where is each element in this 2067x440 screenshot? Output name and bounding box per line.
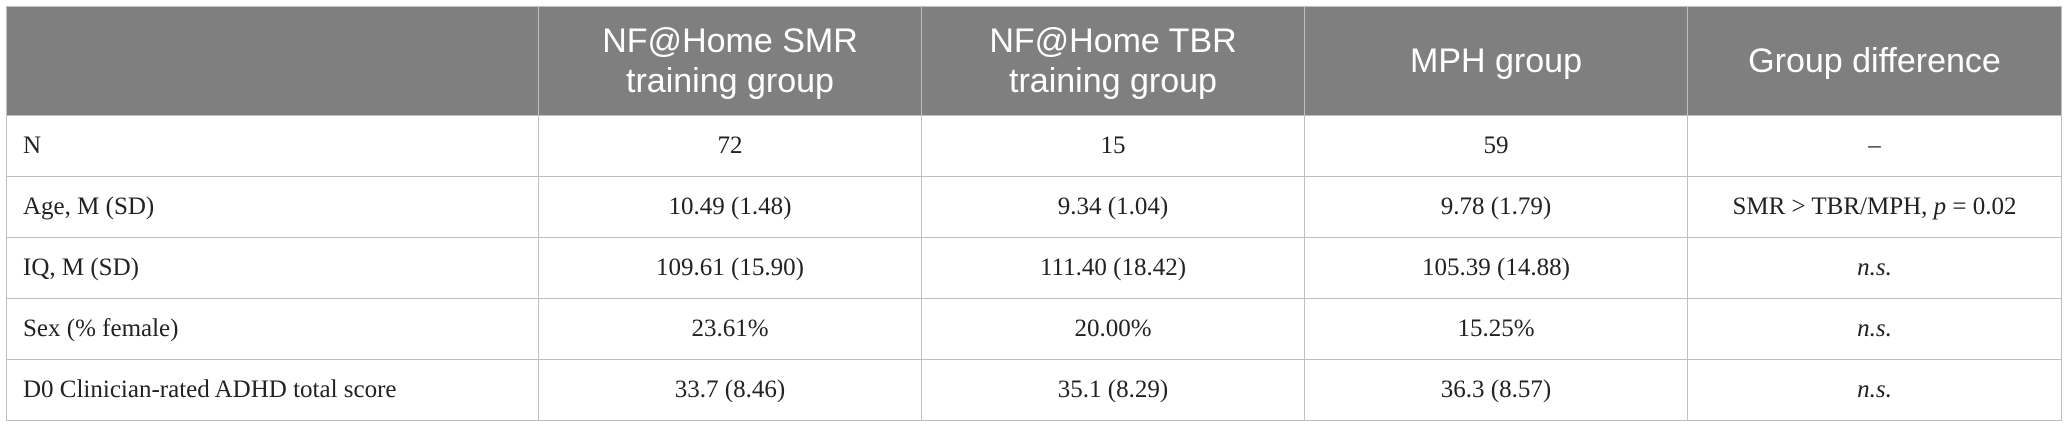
cell-mph: 9.78 (1.79)	[1304, 176, 1688, 238]
table-row: D0 Clinician-rated ADHD total score 33.7…	[6, 359, 2062, 421]
table-row: N 72 15 59 –	[6, 115, 2062, 177]
cell-smr: 33.7 (8.46)	[538, 359, 922, 421]
diff-prefix: SMR > TBR/MPH,	[1732, 193, 1934, 220]
table-row: IQ, M (SD) 109.61 (15.90) 111.40 (18.42)…	[6, 237, 2062, 299]
header-cell-label	[6, 6, 539, 116]
cell-mph: 59	[1304, 115, 1688, 177]
p-symbol: p	[1933, 193, 1947, 220]
header-cell-mph-group: MPH group	[1304, 6, 1688, 116]
cell-group-difference: n.s.	[1687, 298, 2062, 360]
cell-group-difference: n.s.	[1687, 359, 2062, 421]
cell-mph: 36.3 (8.57)	[1304, 359, 1688, 421]
cell-tbr: 111.40 (18.42)	[921, 237, 1305, 299]
row-label: Age, M (SD)	[6, 176, 539, 238]
cell-group-difference: n.s.	[1687, 237, 2062, 299]
header-cell-smr-group: NF@Home SMR training group	[538, 6, 922, 116]
cell-smr: 23.61%	[538, 298, 922, 360]
cell-mph: 15.25%	[1304, 298, 1688, 360]
header-row: NF@Home SMR training group NF@Home TBR t…	[6, 6, 2062, 116]
row-label: D0 Clinician-rated ADHD total score	[6, 359, 539, 421]
table-body: N 72 15 59 – Age, M (SD) 10.49 (1.48) 9.…	[6, 115, 2062, 421]
cell-tbr: 15	[921, 115, 1305, 177]
diff-suffix: = 0.02	[1946, 193, 2017, 220]
cell-tbr: 9.34 (1.04)	[921, 176, 1305, 238]
cell-group-difference: SMR > TBR/MPH, p = 0.02	[1687, 176, 2062, 238]
data-table: NF@Home SMR training group NF@Home TBR t…	[6, 6, 2062, 421]
row-label: N	[6, 115, 539, 177]
table-row: Age, M (SD) 10.49 (1.48) 9.34 (1.04) 9.7…	[6, 176, 2062, 238]
table-header: NF@Home SMR training group NF@Home TBR t…	[6, 6, 2062, 116]
cell-group-difference: –	[1687, 115, 2062, 177]
cell-tbr: 35.1 (8.29)	[921, 359, 1305, 421]
table-row: Sex (% female) 23.61% 20.00% 15.25% n.s.	[6, 298, 2062, 360]
cell-smr: 109.61 (15.90)	[538, 237, 922, 299]
header-cell-tbr-group: NF@Home TBR training group	[921, 6, 1305, 116]
row-label: IQ, M (SD)	[6, 237, 539, 299]
header-cell-group-difference: Group difference	[1687, 6, 2062, 116]
row-label: Sex (% female)	[6, 298, 539, 360]
cell-mph: 105.39 (14.88)	[1304, 237, 1688, 299]
cell-smr: 72	[538, 115, 922, 177]
cell-smr: 10.49 (1.48)	[538, 176, 922, 238]
cell-tbr: 20.00%	[921, 298, 1305, 360]
